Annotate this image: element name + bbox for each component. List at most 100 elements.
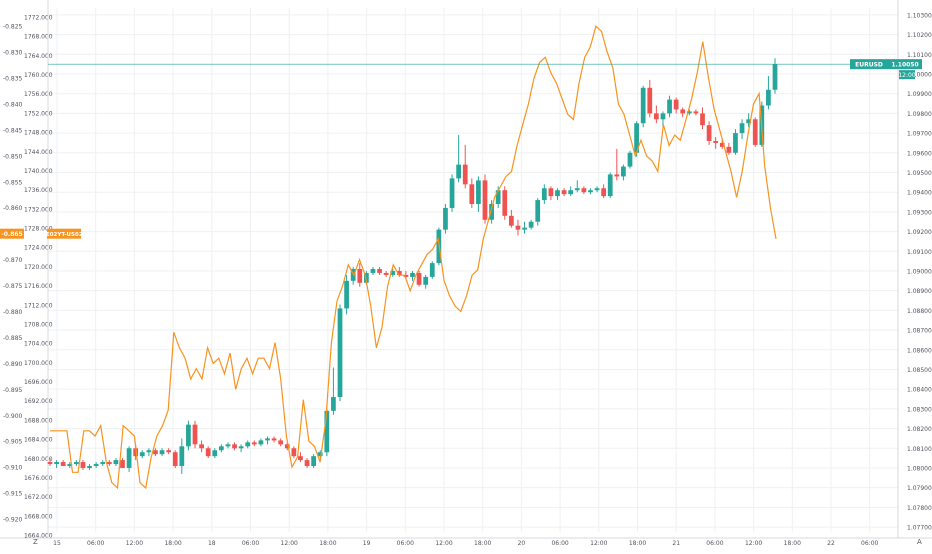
x-axis-tick-label: 20 — [518, 540, 526, 547]
inner-axis-tick-label: 1668.000 — [24, 513, 53, 520]
left-axis-tick-label: -0.910 — [3, 465, 23, 472]
candle-body — [139, 452, 145, 457]
candle-body — [594, 188, 600, 191]
candle-body — [311, 456, 317, 467]
candle-body — [146, 450, 152, 453]
candle-body — [331, 397, 336, 411]
candle-body — [502, 190, 508, 216]
x-axis-tick-label: 18:00 — [319, 540, 336, 547]
auto-scale-right-button[interactable]: A — [917, 538, 922, 546]
candle-body — [416, 272, 422, 285]
candle-body — [614, 174, 620, 177]
candle-body — [238, 446, 244, 449]
inner-axis-tick-label: 1664.000 — [24, 533, 53, 540]
candle-body — [60, 462, 66, 467]
candle-body — [601, 188, 607, 197]
x-axis-tick-label: 18:00 — [164, 540, 181, 547]
candle-body — [192, 424, 198, 445]
inner-axis-tick-label: 1704.000 — [24, 341, 53, 348]
candle-body — [291, 448, 297, 457]
x-axis-tick-label: 21 — [672, 540, 680, 547]
candle-body — [87, 466, 92, 468]
candle-body — [225, 444, 231, 447]
candle-body — [508, 215, 514, 226]
x-axis-tick-label: 18 — [208, 540, 216, 547]
right-axis-tick-label: 1.09200 — [907, 229, 932, 236]
candle-body — [383, 272, 389, 275]
candle-body — [574, 188, 580, 191]
x-axis-tick-label: 06:00 — [861, 540, 878, 547]
candle-body — [752, 119, 758, 145]
candle-body — [54, 462, 59, 465]
right-axis-tick-label: 1.09100 — [907, 249, 932, 256]
candle-body — [126, 448, 132, 468]
overlay-last-value-badge — [0, 228, 24, 239]
candle-body — [515, 225, 521, 230]
candle-body — [456, 164, 462, 179]
x-axis-tick-label: 06:00 — [242, 540, 259, 547]
x-axis-tick-label: 22 — [827, 540, 835, 547]
candle-body — [251, 442, 257, 445]
left-axis-tick-label: -0.920 — [3, 517, 23, 524]
candle-body — [304, 460, 310, 467]
candle-body — [265, 438, 270, 441]
left-axis-tick-label: -0.840 — [3, 101, 23, 108]
inner-axis-tick-label: 1716.000 — [24, 283, 53, 290]
candle-body — [561, 190, 567, 195]
right-axis-tick-label: 1.09400 — [907, 190, 932, 197]
right-axis-tick-label: 1.07900 — [907, 485, 932, 492]
candle-body — [212, 450, 218, 457]
candle-body — [205, 448, 211, 457]
candle-body — [172, 452, 178, 467]
candle-body — [410, 272, 415, 277]
right-axis-tick-label: 1.07800 — [907, 505, 932, 512]
overlay-symbol-badge — [47, 228, 81, 239]
inner-axis-tick-label: 1712.000 — [24, 302, 53, 309]
inner-axis-tick-label: 1736.000 — [24, 187, 53, 194]
time-badge — [899, 70, 915, 80]
inner-axis-tick-label: 1728.000 — [24, 226, 53, 233]
symbol-label-badge — [850, 59, 888, 70]
right-axis-tick-label: 1.09300 — [907, 209, 932, 216]
inner-axis-tick-label: 1676.000 — [24, 475, 53, 482]
candle-body — [449, 178, 455, 208]
x-axis-tick-label: 12:00 — [590, 540, 607, 547]
x-axis-tick-label: 06:00 — [551, 540, 568, 547]
right-axis-tick-label: 1.08000 — [907, 465, 932, 472]
inner-axis-tick-label: 1768.000 — [24, 34, 53, 41]
candle-body — [324, 410, 330, 453]
left-axis-tick-label: -0.890 — [3, 361, 23, 368]
candle-body — [363, 272, 369, 283]
candle-body — [245, 442, 251, 447]
right-axis-tick-label: 1.08100 — [907, 446, 932, 453]
candle-body — [476, 180, 481, 205]
right-axis-tick-label: 1.08200 — [907, 426, 932, 433]
left-axis-tick-label: -0.875 — [3, 283, 23, 290]
candle-body — [588, 190, 593, 193]
candle-body — [429, 263, 435, 277]
right-axis-tick-label: 1.08300 — [907, 406, 932, 413]
candle-body — [199, 444, 204, 449]
candle-body — [390, 270, 396, 275]
left-axis-tick-label: -0.830 — [3, 50, 23, 57]
candle-body — [621, 166, 626, 177]
x-axis-tick-label: 12:00 — [126, 540, 143, 547]
left-axis-tick-label: -0.900 — [3, 413, 23, 420]
candle-body — [423, 276, 429, 285]
candle-body — [535, 200, 541, 222]
right-axis-tick-label: 1.08900 — [907, 288, 932, 295]
inner-axis-tick-label: 1684.000 — [24, 437, 53, 444]
candle-body — [396, 270, 402, 275]
candle-body — [284, 444, 290, 449]
candle-body — [271, 438, 277, 441]
candle-body — [640, 87, 646, 124]
auto-scale-left-button[interactable]: Z — [33, 538, 38, 546]
candle-body — [113, 460, 119, 465]
right-axis-tick-label: 1.10000 — [907, 71, 932, 78]
candle-body — [739, 123, 745, 134]
candle-body — [568, 190, 574, 195]
right-axis-tick-label: 1.10100 — [907, 52, 932, 59]
candle-body — [462, 164, 468, 185]
